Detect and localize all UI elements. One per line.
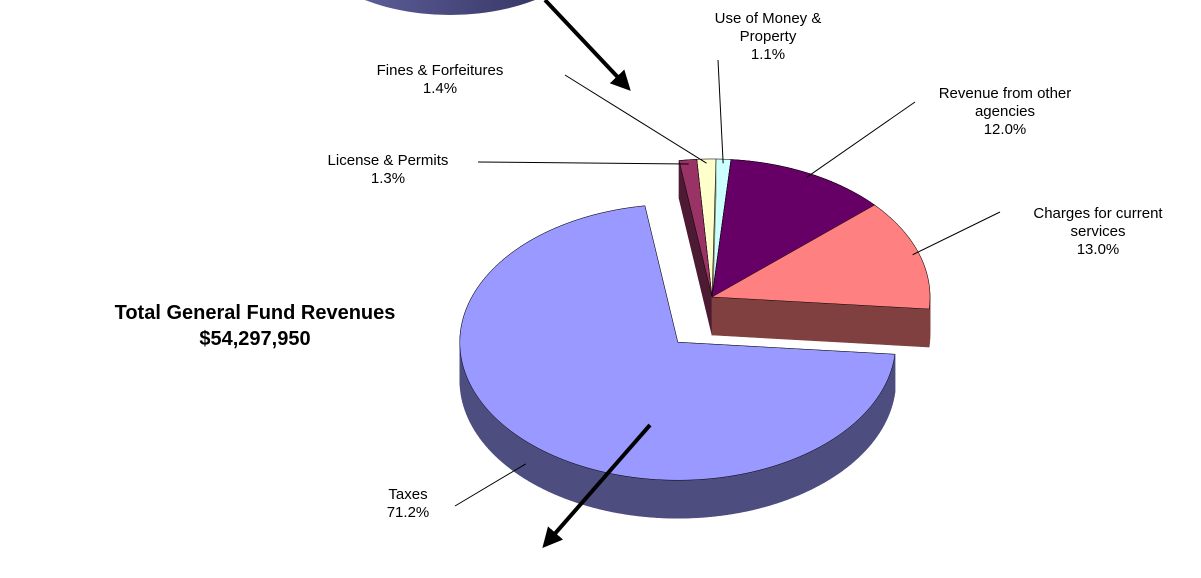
slice: [678, 159, 713, 336]
slice-label: Charges for current services 13.0%: [1011, 205, 1186, 259]
slice-value-label: 1.3%: [370, 170, 406, 187]
leader-line: [806, 101, 916, 178]
slice-top: [459, 205, 896, 481]
slice-label: Taxes 71.2%: [348, 486, 468, 522]
arrow: [543, 0, 631, 91]
slice-top: [711, 204, 931, 310]
slice-name: Taxes: [388, 486, 428, 503]
leader-line: [717, 59, 724, 164]
slice-value-label: 1.1%: [750, 46, 786, 63]
slice: [459, 205, 896, 519]
arrow: [542, 423, 652, 549]
annotation-line: Total General Fund Revenues: [114, 302, 396, 324]
slice-value-label: 13.0%: [1076, 241, 1120, 258]
total-annotation: Total General Fund Revenues $54,297,950: [95, 300, 415, 352]
pie: [459, 158, 931, 519]
slice-value-label: 71.2%: [386, 504, 430, 521]
annotation-line: $54,297,950: [199, 328, 311, 350]
slice-name: Use of Money & Property: [714, 10, 822, 45]
slice-top: [678, 159, 713, 298]
slice-top: [711, 159, 875, 298]
slice: [711, 204, 931, 348]
cut-off-pie: [364, 0, 536, 15]
slice-value-label: 12.0%: [983, 121, 1027, 138]
slice-label: Revenue from other agencies 12.0%: [920, 85, 1090, 139]
slice-name: Revenue from other agencies: [938, 85, 1072, 120]
slice-name: License & Permits: [327, 152, 449, 169]
slice-label: Fines & Forfeitures 1.4%: [340, 62, 540, 98]
leader-line: [477, 161, 689, 165]
slice-side: [679, 197, 712, 335]
slice-name: Fines & Forfeitures: [376, 62, 504, 79]
leader-line: [454, 463, 526, 507]
slice-label: License & Permits 1.3%: [288, 152, 488, 188]
slice-value-label: 1.4%: [422, 80, 458, 97]
slice-name: Charges for current services: [1033, 205, 1163, 240]
slice-label: Use of Money & Property 1.1%: [693, 10, 843, 64]
leader-line: [912, 211, 1001, 256]
leader-line: [564, 74, 707, 164]
